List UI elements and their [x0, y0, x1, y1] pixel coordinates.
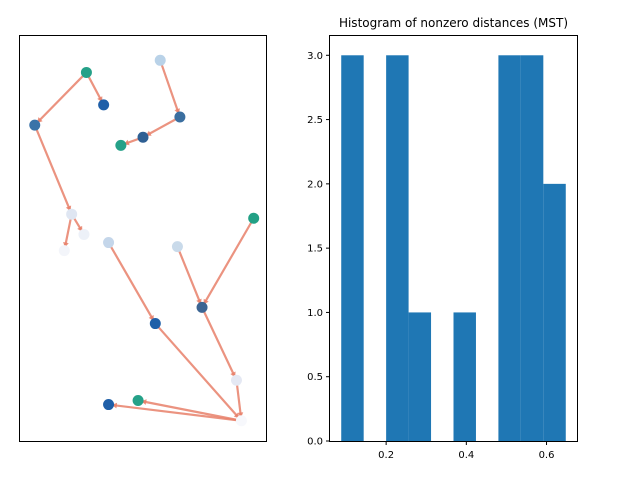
histogram-panel: Histogram of nonzero distances (MST) 0.2… — [307, 16, 578, 461]
mst-point — [80, 66, 92, 78]
mst-point — [154, 54, 166, 66]
mst-point — [103, 399, 115, 411]
x-tick-label: 0.6 — [539, 450, 555, 461]
histogram-title: Histogram of nonzero distances (MST) — [339, 16, 568, 30]
mst-edge — [33, 123, 73, 216]
mst-edge — [33, 71, 88, 127]
y-tick-label: 2.5 — [307, 115, 323, 126]
mst-point — [66, 208, 78, 220]
mst-point — [78, 228, 90, 240]
mst-point — [132, 395, 144, 406]
mst-edge — [154, 322, 243, 422]
histogram-bars — [341, 55, 566, 442]
mst-point — [235, 415, 247, 427]
mst-point — [29, 119, 41, 131]
y-tick-label: 1.5 — [307, 244, 323, 255]
x-tick-label: 0.4 — [458, 450, 474, 461]
mst-scatter-panel — [19, 35, 267, 442]
histogram-bar — [341, 55, 364, 442]
mst-point — [248, 212, 260, 224]
mst-edge — [107, 241, 157, 325]
y-tick-label: 1.0 — [307, 308, 323, 319]
histogram-y-ticks: 0.0 0.5 1.0 1.5 2.0 2.5 3.0 — [307, 51, 330, 448]
histogram-bar — [386, 55, 409, 442]
mst-point — [230, 374, 242, 386]
mst-point — [174, 111, 186, 123]
mst-edge — [159, 59, 181, 119]
mst-point — [149, 318, 161, 330]
histogram-bar — [498, 55, 521, 442]
mst-edge — [200, 306, 238, 382]
y-tick-label: 3.0 — [307, 51, 323, 62]
histogram-bar — [520, 55, 544, 442]
y-tick-label: 0.0 — [307, 437, 323, 448]
histogram-bar — [453, 312, 476, 441]
mst-point — [115, 139, 127, 151]
mst-edge-arrowhead — [111, 402, 118, 409]
x-tick-label: 0.2 — [378, 450, 394, 461]
mst-points — [29, 54, 260, 427]
mst-point — [196, 301, 208, 313]
histogram-bar — [543, 183, 566, 441]
mst-edges — [33, 59, 255, 422]
mst-edge — [176, 245, 204, 309]
histogram-bar — [408, 312, 432, 441]
mst-point — [137, 131, 149, 143]
mst-point — [171, 241, 183, 253]
y-tick-label: 0.5 — [307, 372, 323, 383]
mst-edge — [107, 403, 243, 422]
left-axes-frame — [19, 35, 267, 442]
mst-edge — [136, 399, 243, 422]
histogram-x-ticks: 0.2 0.4 0.6 — [378, 441, 554, 461]
right-axes-frame — [329, 35, 578, 442]
mst-point — [58, 245, 70, 257]
mst-edge — [200, 217, 255, 309]
mst-edge-arrowhead — [237, 412, 244, 418]
mst-point — [98, 99, 110, 111]
y-tick-label: 2.0 — [307, 179, 323, 190]
mst-point — [103, 237, 115, 249]
